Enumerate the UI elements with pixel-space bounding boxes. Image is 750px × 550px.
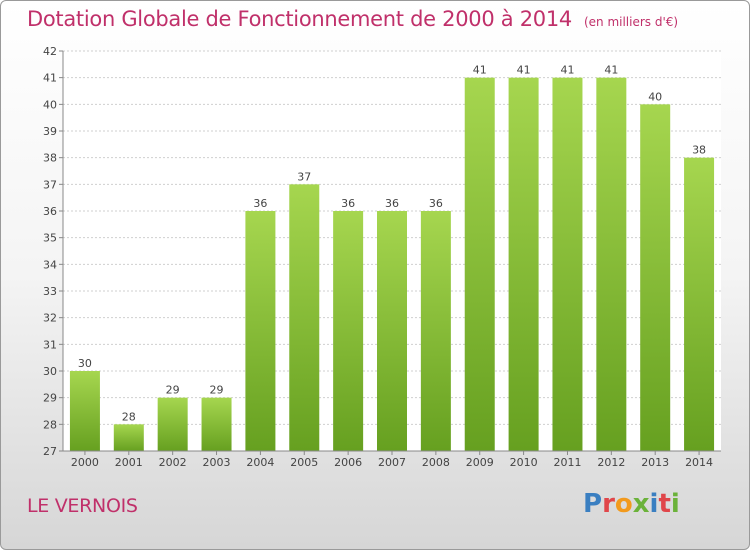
- y-tick-label: 39: [43, 125, 57, 138]
- data-label: 36: [253, 197, 267, 210]
- title-row: Dotation Globale de Fonctionnement de 20…: [27, 7, 678, 31]
- data-label: 30: [78, 357, 92, 370]
- y-tick-label: 27: [43, 445, 57, 458]
- logo-letter: r: [602, 489, 615, 519]
- data-labels: 30 28 29 29 36 37 36 36 36 41 41 41 41 40 38: [78, 64, 706, 424]
- data-label: 41: [473, 64, 487, 77]
- x-tick-label: 2005: [290, 456, 318, 469]
- logo-letter: o: [614, 489, 633, 519]
- x-tick-label: 2013: [641, 456, 669, 469]
- bar: [377, 211, 407, 451]
- y-tick-label: 42: [43, 45, 57, 58]
- data-label: 29: [166, 384, 180, 397]
- x-tick-label: 2008: [422, 456, 450, 469]
- x-axis: 2000 2001 2002 2003 2004 2005 2006 2007 2008 2009…: [63, 450, 721, 469]
- y-tick-label: 30: [43, 365, 57, 378]
- data-label: 36: [429, 197, 443, 210]
- y-tick-label: 37: [43, 178, 57, 191]
- x-tick-label: 2000: [71, 456, 99, 469]
- y-tick-label: 41: [43, 72, 57, 85]
- bar: [596, 77, 627, 452]
- x-tick-label: 2001: [115, 456, 143, 469]
- x-tick-label: 2007: [378, 456, 406, 469]
- y-tick-label: 32: [43, 312, 57, 325]
- bar: [508, 77, 539, 452]
- data-label: 36: [385, 197, 399, 210]
- logo-letter: P: [583, 489, 603, 519]
- bar: [333, 211, 364, 451]
- data-label: 38: [692, 144, 706, 157]
- y-tick-label: 35: [43, 232, 57, 245]
- y-tick-label: 34: [43, 258, 57, 271]
- logo-letter: i: [649, 489, 659, 519]
- x-tick-label: 2004: [246, 456, 274, 469]
- bar: [289, 184, 320, 452]
- y-tick-label: 38: [43, 152, 57, 165]
- x-tick-label: 2011: [553, 456, 581, 469]
- y-tick-label: 40: [43, 98, 57, 111]
- data-label: 29: [210, 384, 224, 397]
- logo-letter: i: [670, 489, 680, 519]
- bars: [69, 77, 715, 452]
- chart-title: Dotation Globale de Fonctionnement de 20…: [27, 7, 572, 31]
- data-label: 37: [297, 170, 311, 183]
- data-label: 28: [122, 410, 136, 423]
- x-tick-label: 2009: [466, 456, 494, 469]
- x-tick-label: 2012: [597, 456, 625, 469]
- y-tick-label: 28: [43, 418, 57, 431]
- y-tick-label: 36: [43, 205, 57, 218]
- data-label: 41: [560, 64, 574, 77]
- x-tick-label: 2014: [685, 456, 713, 469]
- data-label: 40: [648, 90, 662, 103]
- x-tick-label: 2003: [203, 456, 231, 469]
- logo-letter: x: [632, 489, 650, 519]
- bar: [245, 211, 276, 451]
- logo-letter: t: [658, 489, 671, 519]
- proxiti-logo: Proxiti: [583, 489, 680, 519]
- data-label: 36: [341, 197, 355, 210]
- data-label: 41: [604, 64, 618, 77]
- x-tick-label: 2002: [159, 456, 187, 469]
- bar: [201, 397, 232, 451]
- bar: [464, 77, 495, 452]
- commune-name: LE VERNOIS: [27, 495, 138, 517]
- y-tick-label: 29: [43, 392, 57, 405]
- bar: [69, 371, 100, 451]
- bar: [420, 211, 451, 451]
- y-tick-label: 31: [43, 338, 57, 351]
- bar: [552, 77, 583, 452]
- bar: [640, 104, 671, 451]
- data-label: 41: [517, 64, 531, 77]
- bar: [157, 397, 188, 451]
- bar: [684, 157, 715, 451]
- y-tick-label: 33: [43, 285, 57, 298]
- x-tick-label: 2010: [510, 456, 538, 469]
- bar: [113, 424, 144, 451]
- chart-subtitle: (en milliers d'€): [583, 15, 679, 29]
- x-tick-label: 2006: [334, 456, 362, 469]
- y-axis: 27 28 29 30 31 32 33 34 35 36 37 38 39 40 41 42: [43, 45, 64, 458]
